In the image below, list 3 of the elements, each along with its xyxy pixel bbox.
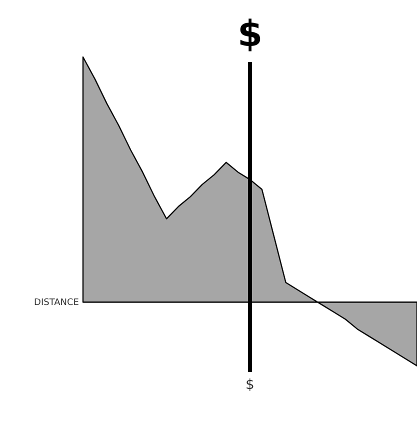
- text: $: [237, 14, 263, 55]
- x-axis-title: DISTANCE: [34, 298, 80, 308]
- text: $: [246, 377, 254, 393]
